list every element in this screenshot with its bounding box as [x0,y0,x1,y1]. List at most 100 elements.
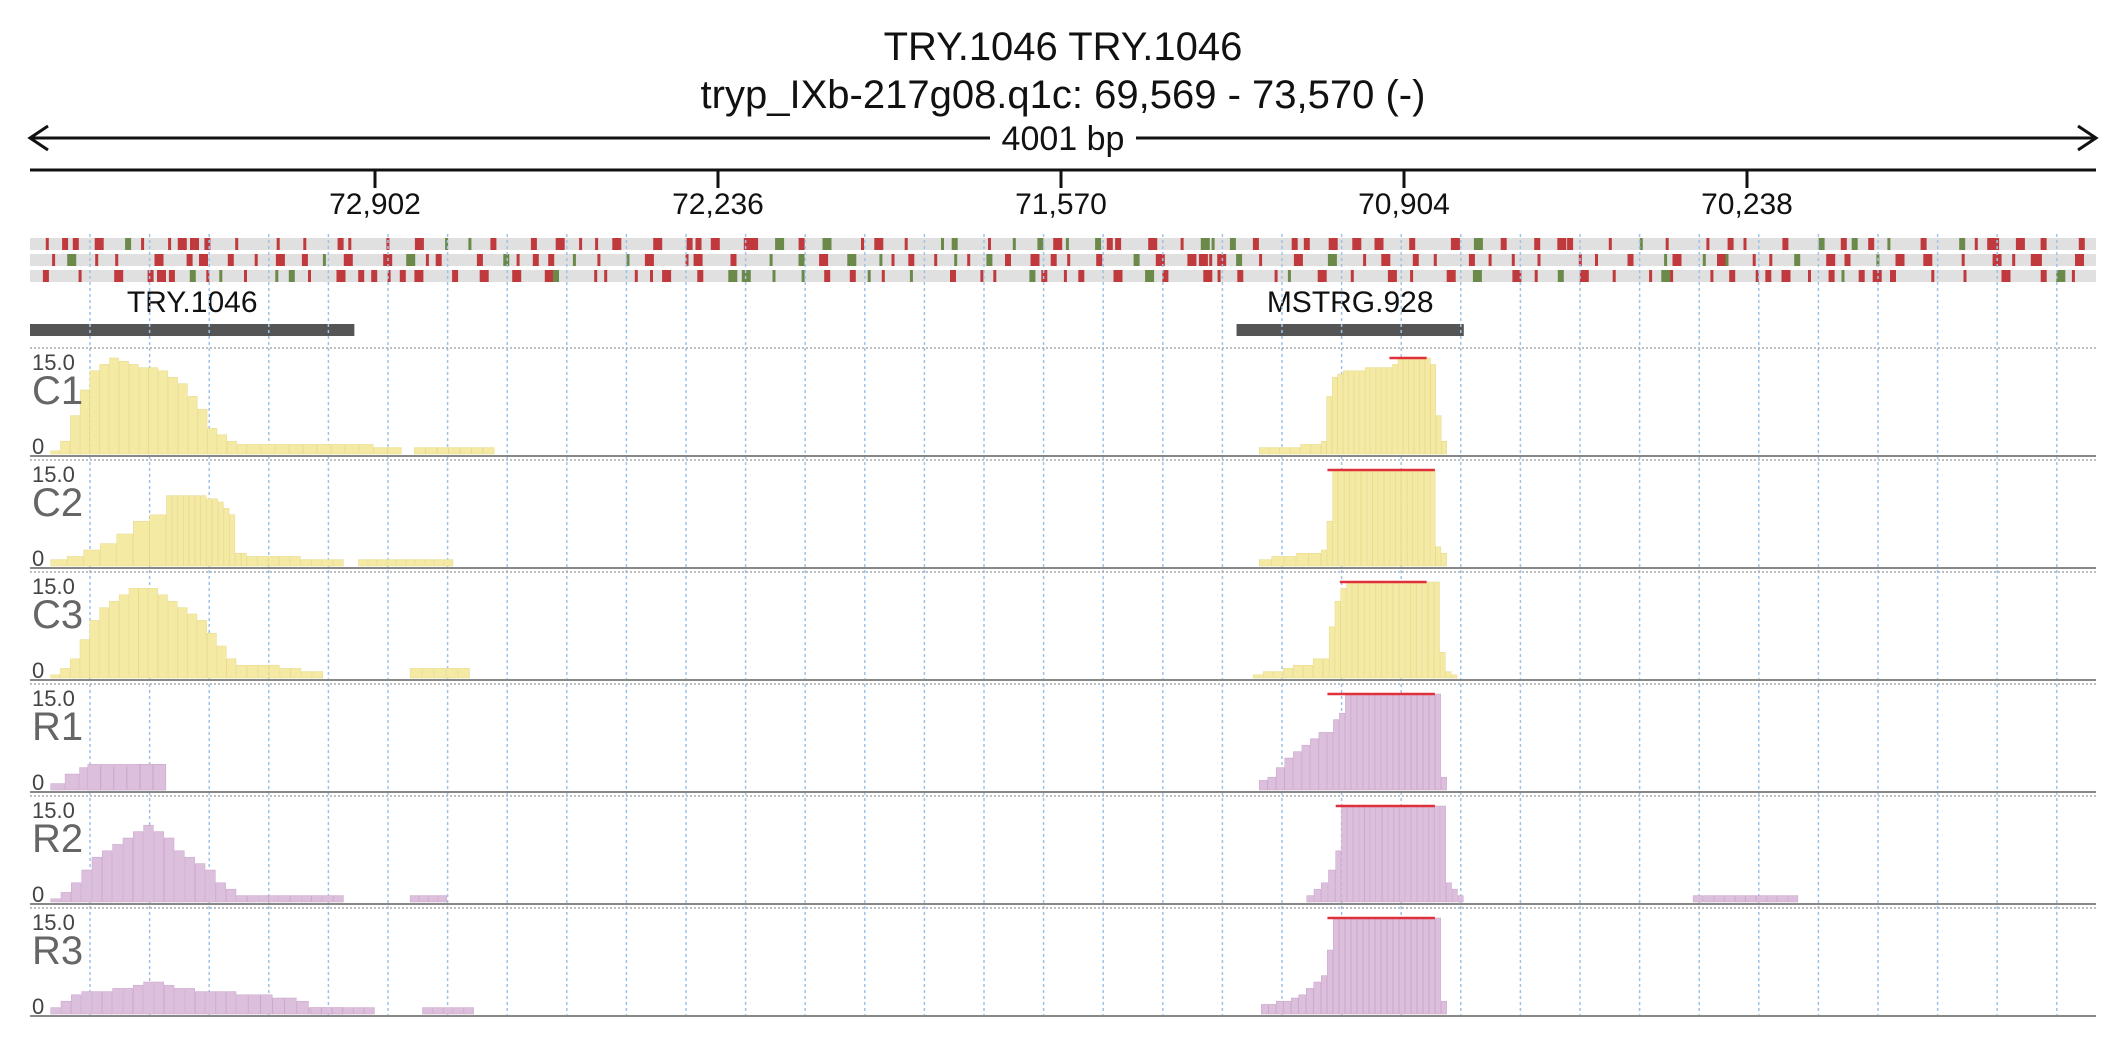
coverage-bar [66,556,84,567]
coverage-bar [1376,805,1382,903]
variant-mark [532,254,539,266]
coverage-bar [279,556,290,567]
coverage-bar [1435,917,1441,1015]
coverage-bar [274,444,289,455]
variant-mark [2071,270,2075,282]
variant-mark [1287,270,1291,282]
coverage-bar [1353,370,1360,455]
ruler-tick-label: 70,904 [1358,188,1450,221]
coverage-bar [1321,549,1327,567]
variant-mark [1706,238,1710,250]
coverage-bar [1358,581,1364,679]
coverage-bar [236,444,247,455]
coverage-bar [1292,664,1303,679]
variant-mark [1303,238,1310,250]
coverage-bar [322,559,333,567]
variant-mark [594,270,598,282]
coverage-bar [428,895,438,903]
variant-mark [452,270,459,282]
coverage-bar [409,895,420,903]
coverage-bar [1313,981,1321,1015]
coverage-bar [1259,447,1270,455]
variant-mark [1217,270,1221,282]
coverage-bar [205,991,216,1015]
variant-mark [1872,270,1882,282]
coverage-bar [1252,674,1263,679]
variant-mark [1895,254,1905,266]
coverage-bar [143,981,154,1015]
coverage-bar [216,645,227,679]
coverage-bar [69,658,80,679]
coverage-bar [1408,357,1415,455]
coverage-bar [153,981,164,1015]
coverage-bar [1347,805,1353,903]
coverage-bar [195,991,206,1015]
coverage-bar [1381,367,1387,455]
coverage-bar [453,1007,464,1015]
coverage-bar [1441,1000,1447,1015]
variant-mark [2075,254,2084,266]
variant-mark [772,270,776,282]
variant-mark [879,254,883,266]
coverage-bar [1282,668,1293,679]
coverage-bar [174,850,185,903]
variant-mark [2078,238,2085,250]
variant-mark [572,254,576,266]
variant-mark [1557,270,1564,282]
ruler-tick-label: 72,902 [329,188,421,221]
variant-mark [881,270,885,282]
variant-mark [1661,270,1671,282]
variant-mark [710,238,720,250]
variant-mark [1961,254,1965,266]
coverage-bar [332,1007,343,1015]
variant-mark [1755,270,1759,282]
variant-mark [1765,270,1772,282]
coverage-bar [1306,895,1314,903]
coverage-bar [460,447,472,455]
coverage-bar [396,559,406,567]
coverage-bar [300,559,312,567]
coverage-bar [153,764,167,791]
coverage-bar [1343,469,1350,567]
variant-mark [530,238,537,250]
variant-mark [1387,270,1397,282]
coverage-bar [91,991,102,1015]
coverage-bar [187,396,198,455]
coverage-bar [226,991,237,1015]
coverage-bar [246,444,261,455]
coverage-bar [1293,751,1302,791]
variant-mark [189,270,196,282]
coverage-bar [1261,1004,1269,1015]
coverage-bar [1389,469,1396,567]
coverage-track-c1: 15.0 0 C1 [30,347,2096,459]
variant-mark [348,238,352,250]
coverage-bar [1345,693,1352,791]
coverage-bar [1416,581,1423,679]
variant-mark [406,254,416,266]
coverage-bar [1323,658,1329,679]
variant-mark [801,270,805,282]
coverage-bar [415,559,425,567]
variant-mark [114,270,124,282]
coverage-bar [288,444,303,455]
variant-mark [798,254,805,266]
coverage-bar [342,1007,354,1015]
variant-mark [653,238,663,250]
coverage-bar [126,764,140,791]
coverage-bar [1259,559,1272,567]
track-name-label: C3 [32,593,83,637]
coverage-bar [194,495,201,567]
coverage-bar [50,450,61,455]
coverage-bar [177,607,188,679]
variant-mark [301,254,308,266]
coverage-bar [463,1007,474,1015]
coverage-bar [1399,805,1406,903]
variant-mark [1274,270,1278,282]
coverage-bar [1302,664,1313,679]
coverage-bar [236,664,248,679]
coverage-bar [1766,895,1778,903]
coverage-bar [364,1007,375,1015]
coverage-bar [1363,581,1370,679]
coverage-bar [1259,780,1268,791]
variant-mark [1410,270,1414,282]
